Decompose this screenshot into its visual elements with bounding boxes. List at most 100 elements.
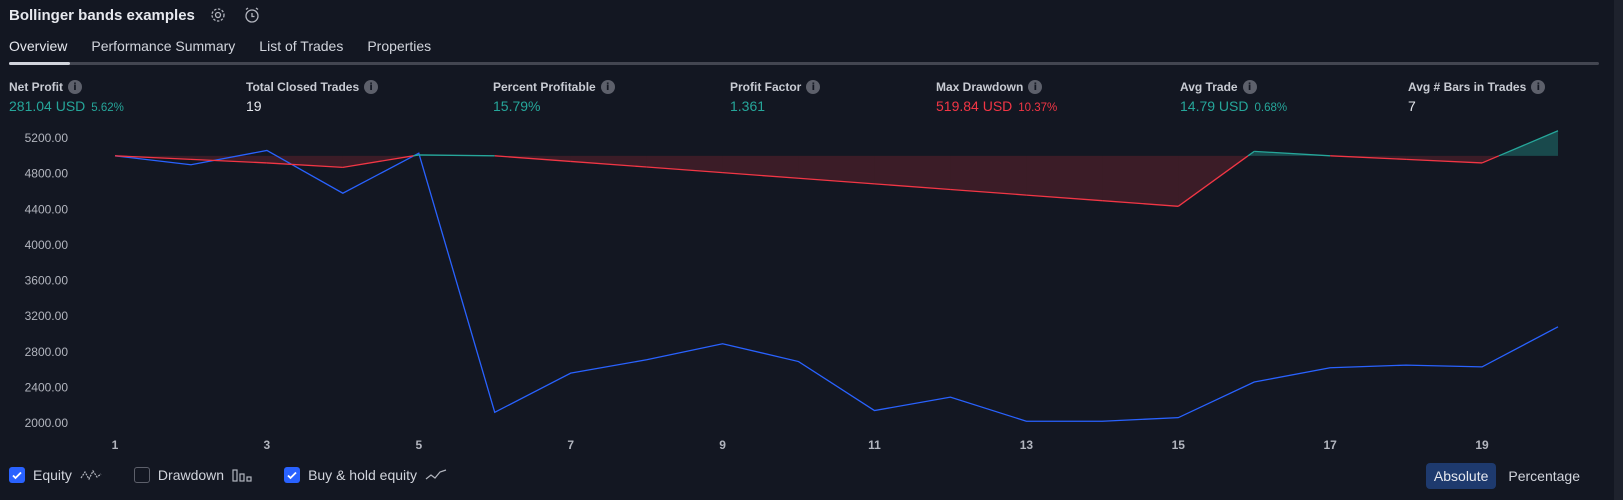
y-tick-label: 2800.00 — [25, 345, 69, 359]
equity-line-segment — [413, 154, 419, 157]
metric-sub: 10.37% — [1018, 102, 1058, 114]
metric-label: Max Drawdown — [936, 80, 1024, 94]
metric-percent-profitable: Percent Profitable i 15.79% — [493, 80, 615, 114]
equity-line-segment — [114, 155, 191, 161]
buy-hold-line-icon — [425, 468, 447, 482]
gear-icon[interactable] — [207, 4, 229, 26]
equity-line-segment — [1498, 130, 1559, 157]
y-tick-label: 4000.00 — [25, 238, 69, 252]
info-icon[interactable]: i — [600, 80, 615, 94]
metric-total-closed-trades: Total Closed Trades i 19 — [246, 80, 379, 114]
equity-loss-area — [190, 155, 267, 163]
equity-line-segment — [1102, 200, 1179, 207]
equity-line-segment — [418, 154, 495, 157]
metric-label: Net Profit — [9, 80, 63, 94]
y-tick-label: 5200.00 — [25, 131, 69, 145]
x-tick-label: 5 — [415, 438, 422, 452]
y-tick-label: 2000.00 — [25, 416, 69, 430]
metric-value: 14.79 USD — [1180, 98, 1249, 114]
legend-buy-hold[interactable]: Buy & hold equity — [284, 467, 447, 483]
metric-value: 519.84 USD — [936, 98, 1013, 114]
header: Bollinger bands examples — [9, 0, 263, 30]
equity-line-segment — [266, 162, 343, 169]
equity-chart[interactable]: 5200.00 4800.00 4400.00 4000.00 3600.00 3200.… — [0, 122, 1560, 452]
legend-drawdown[interactable]: Drawdown — [133, 467, 252, 483]
legend-label: Buy & hold equity — [308, 467, 418, 483]
metric-sub: 0.68% — [1254, 102, 1288, 114]
tab-track — [9, 62, 1599, 65]
metric-label: Percent Profitable — [493, 80, 596, 94]
absolute-button[interactable]: Absolute — [1425, 463, 1497, 489]
tab-performance-summary[interactable]: Performance Summary — [91, 38, 236, 54]
tab-overview[interactable]: Overview — [9, 38, 68, 54]
equity-loss-area — [798, 155, 875, 184]
strategy-title: Bollinger bands examples — [9, 6, 195, 24]
info-icon[interactable]: i — [806, 80, 821, 94]
x-tick-label: 13 — [1020, 438, 1034, 452]
buy-hold-checkbox[interactable] — [284, 467, 301, 483]
metric-profit-factor: Profit Factor i 1.361 — [730, 80, 821, 114]
equity-line-segment — [874, 183, 951, 191]
equity-line-segment — [1177, 155, 1249, 207]
equity-line-segment — [1026, 194, 1103, 202]
metric-value: 15.79% — [493, 98, 541, 114]
equity-loss-area — [570, 155, 647, 168]
x-tick-label: 17 — [1323, 438, 1337, 452]
x-tick-label: 11 — [868, 438, 881, 452]
metric-sub: 5.62% — [91, 102, 124, 114]
legend-label: Equity — [33, 467, 72, 483]
metric-max-drawdown: Max Drawdown i 519.84 USD 10.37% — [936, 80, 1057, 114]
metric-value: 1.361 — [730, 98, 766, 114]
equity-line-segment — [570, 160, 647, 168]
info-icon[interactable]: i — [1028, 80, 1043, 94]
drawdown-bars-icon — [232, 468, 252, 482]
x-tick-label: 9 — [719, 438, 726, 452]
metric-label: Avg Trade — [1180, 80, 1238, 94]
legend-equity[interactable]: Equity — [9, 467, 102, 483]
y-tick-label: 3200.00 — [25, 309, 69, 323]
info-icon[interactable]: i — [364, 80, 379, 94]
equity-line-segment — [1481, 155, 1500, 164]
equity-loss-area — [874, 155, 951, 190]
x-tick-label: 19 — [1475, 438, 1489, 452]
x-tick-label: 7 — [567, 438, 574, 452]
x-tick-label: 1 — [112, 438, 119, 452]
equity-line-segment — [1254, 150, 1331, 157]
drawdown-checkbox[interactable] — [133, 467, 150, 483]
metric-value: 7 — [1408, 98, 1416, 114]
equity-loss-area — [1026, 155, 1103, 201]
info-icon[interactable]: i — [1531, 80, 1546, 94]
equity-line-segment — [646, 166, 723, 174]
equity-loss-area — [722, 155, 799, 179]
metric-value: 19 — [246, 98, 262, 114]
scrollbar[interactable] — [1614, 0, 1623, 500]
add-alarm-icon[interactable] — [241, 4, 263, 26]
equity-loss-area — [1406, 155, 1483, 163]
tab-bar: Overview Performance Summary List of Tra… — [9, 38, 431, 62]
equity-line-segment — [798, 177, 875, 185]
equity-line-segment — [190, 158, 267, 164]
metric-avg-bars-in-trades: Avg # Bars in Trades i 7 — [1408, 80, 1546, 114]
percentage-button[interactable]: Percentage — [1508, 468, 1580, 484]
tab-properties[interactable]: Properties — [367, 38, 432, 54]
buy-hold-line — [114, 149, 1559, 422]
equity-line-segment — [722, 171, 799, 179]
equity-loss-area — [1102, 155, 1179, 207]
x-tick-label: 3 — [264, 438, 271, 452]
scale-toggle: Absolute Percentage — [1422, 463, 1588, 489]
info-icon[interactable]: i — [1242, 80, 1257, 94]
metric-label: Total Closed Trades — [246, 80, 360, 94]
equity-line-segment — [342, 155, 414, 169]
equity-line-segment — [1247, 150, 1255, 157]
equity-checkbox[interactable] — [9, 467, 25, 483]
tab-list-of-trades[interactable]: List of Trades — [259, 38, 344, 54]
metric-value: 281.04 USD — [9, 98, 86, 114]
y-tick-label: 4800.00 — [25, 167, 69, 181]
y-tick-label: 4400.00 — [25, 202, 69, 216]
tab-active-indicator — [9, 62, 70, 65]
equity-line-icon — [80, 468, 102, 482]
metric-label: Avg # Bars in Trades — [1408, 80, 1527, 94]
metric-avg-trade: Avg Trade i 14.79 USD 0.68% — [1180, 80, 1287, 114]
y-tick-label: 2400.00 — [25, 380, 69, 394]
info-icon[interactable]: i — [68, 80, 82, 94]
